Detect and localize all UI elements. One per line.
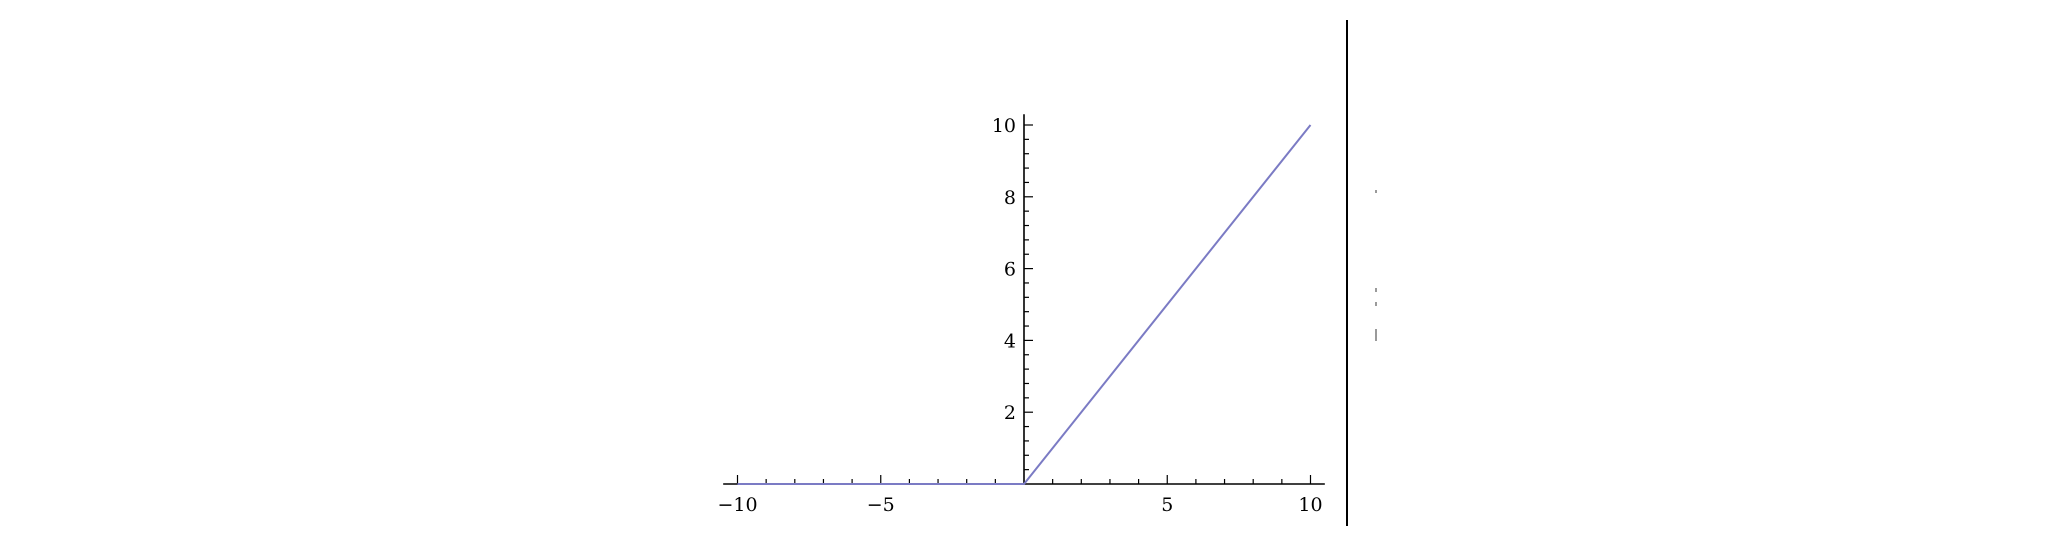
right-divider-line — [1346, 20, 1348, 526]
edge-mark-4 — [1375, 329, 1377, 341]
x-tick-label: 5 — [1161, 494, 1173, 516]
y-tick-label: 2 — [1004, 402, 1016, 424]
x-tick-label: −10 — [717, 494, 757, 516]
x-tick-label: 10 — [1298, 494, 1322, 516]
axes — [723, 114, 1325, 485]
edge-mark-3 — [1375, 302, 1377, 306]
y-tick-label: 6 — [1004, 259, 1016, 281]
y-tick-label: 10 — [992, 115, 1016, 137]
edge-mark-2 — [1375, 288, 1377, 292]
series-line — [737, 124, 1312, 485]
tick-labels: −10 −5 5 10 2 4 6 8 10 — [717, 115, 1322, 516]
y-tick-label: 8 — [1004, 187, 1016, 209]
y-tick-label: 4 — [1004, 330, 1016, 352]
edge-mark-1 — [1375, 190, 1377, 193]
x-tick-label: −5 — [867, 494, 895, 516]
series-layer — [737, 124, 1312, 485]
